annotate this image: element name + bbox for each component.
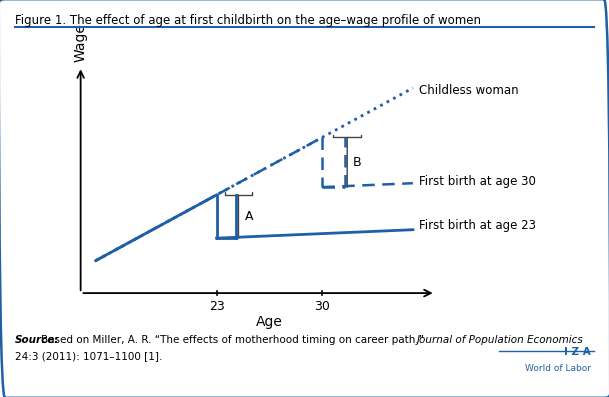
Text: A: A bbox=[244, 210, 253, 223]
Text: B: B bbox=[353, 156, 362, 169]
Text: Source:: Source: bbox=[15, 335, 60, 345]
Text: Age: Age bbox=[256, 315, 283, 329]
Text: Childless woman: Childless woman bbox=[419, 84, 519, 97]
Text: Figure 1. The effect of age at first childbirth on the age–wage profile of women: Figure 1. The effect of age at first chi… bbox=[15, 14, 481, 27]
Text: I Z A: I Z A bbox=[564, 347, 591, 357]
Text: First birth at age 30: First birth at age 30 bbox=[419, 175, 536, 187]
Text: World of Labor: World of Labor bbox=[525, 364, 591, 373]
Text: Based on Miller, A. R. “The effects of motherhood timing on career path.”: Based on Miller, A. R. “The effects of m… bbox=[41, 335, 428, 345]
Text: First birth at age 23: First birth at age 23 bbox=[419, 219, 536, 232]
Text: 23: 23 bbox=[209, 300, 225, 312]
Text: Journal of Population Economics: Journal of Population Economics bbox=[417, 335, 584, 345]
Text: 30: 30 bbox=[314, 300, 330, 312]
Text: Wage: Wage bbox=[74, 23, 88, 62]
Text: 24:3 (2011): 1071–1100 [1].: 24:3 (2011): 1071–1100 [1]. bbox=[15, 351, 163, 361]
